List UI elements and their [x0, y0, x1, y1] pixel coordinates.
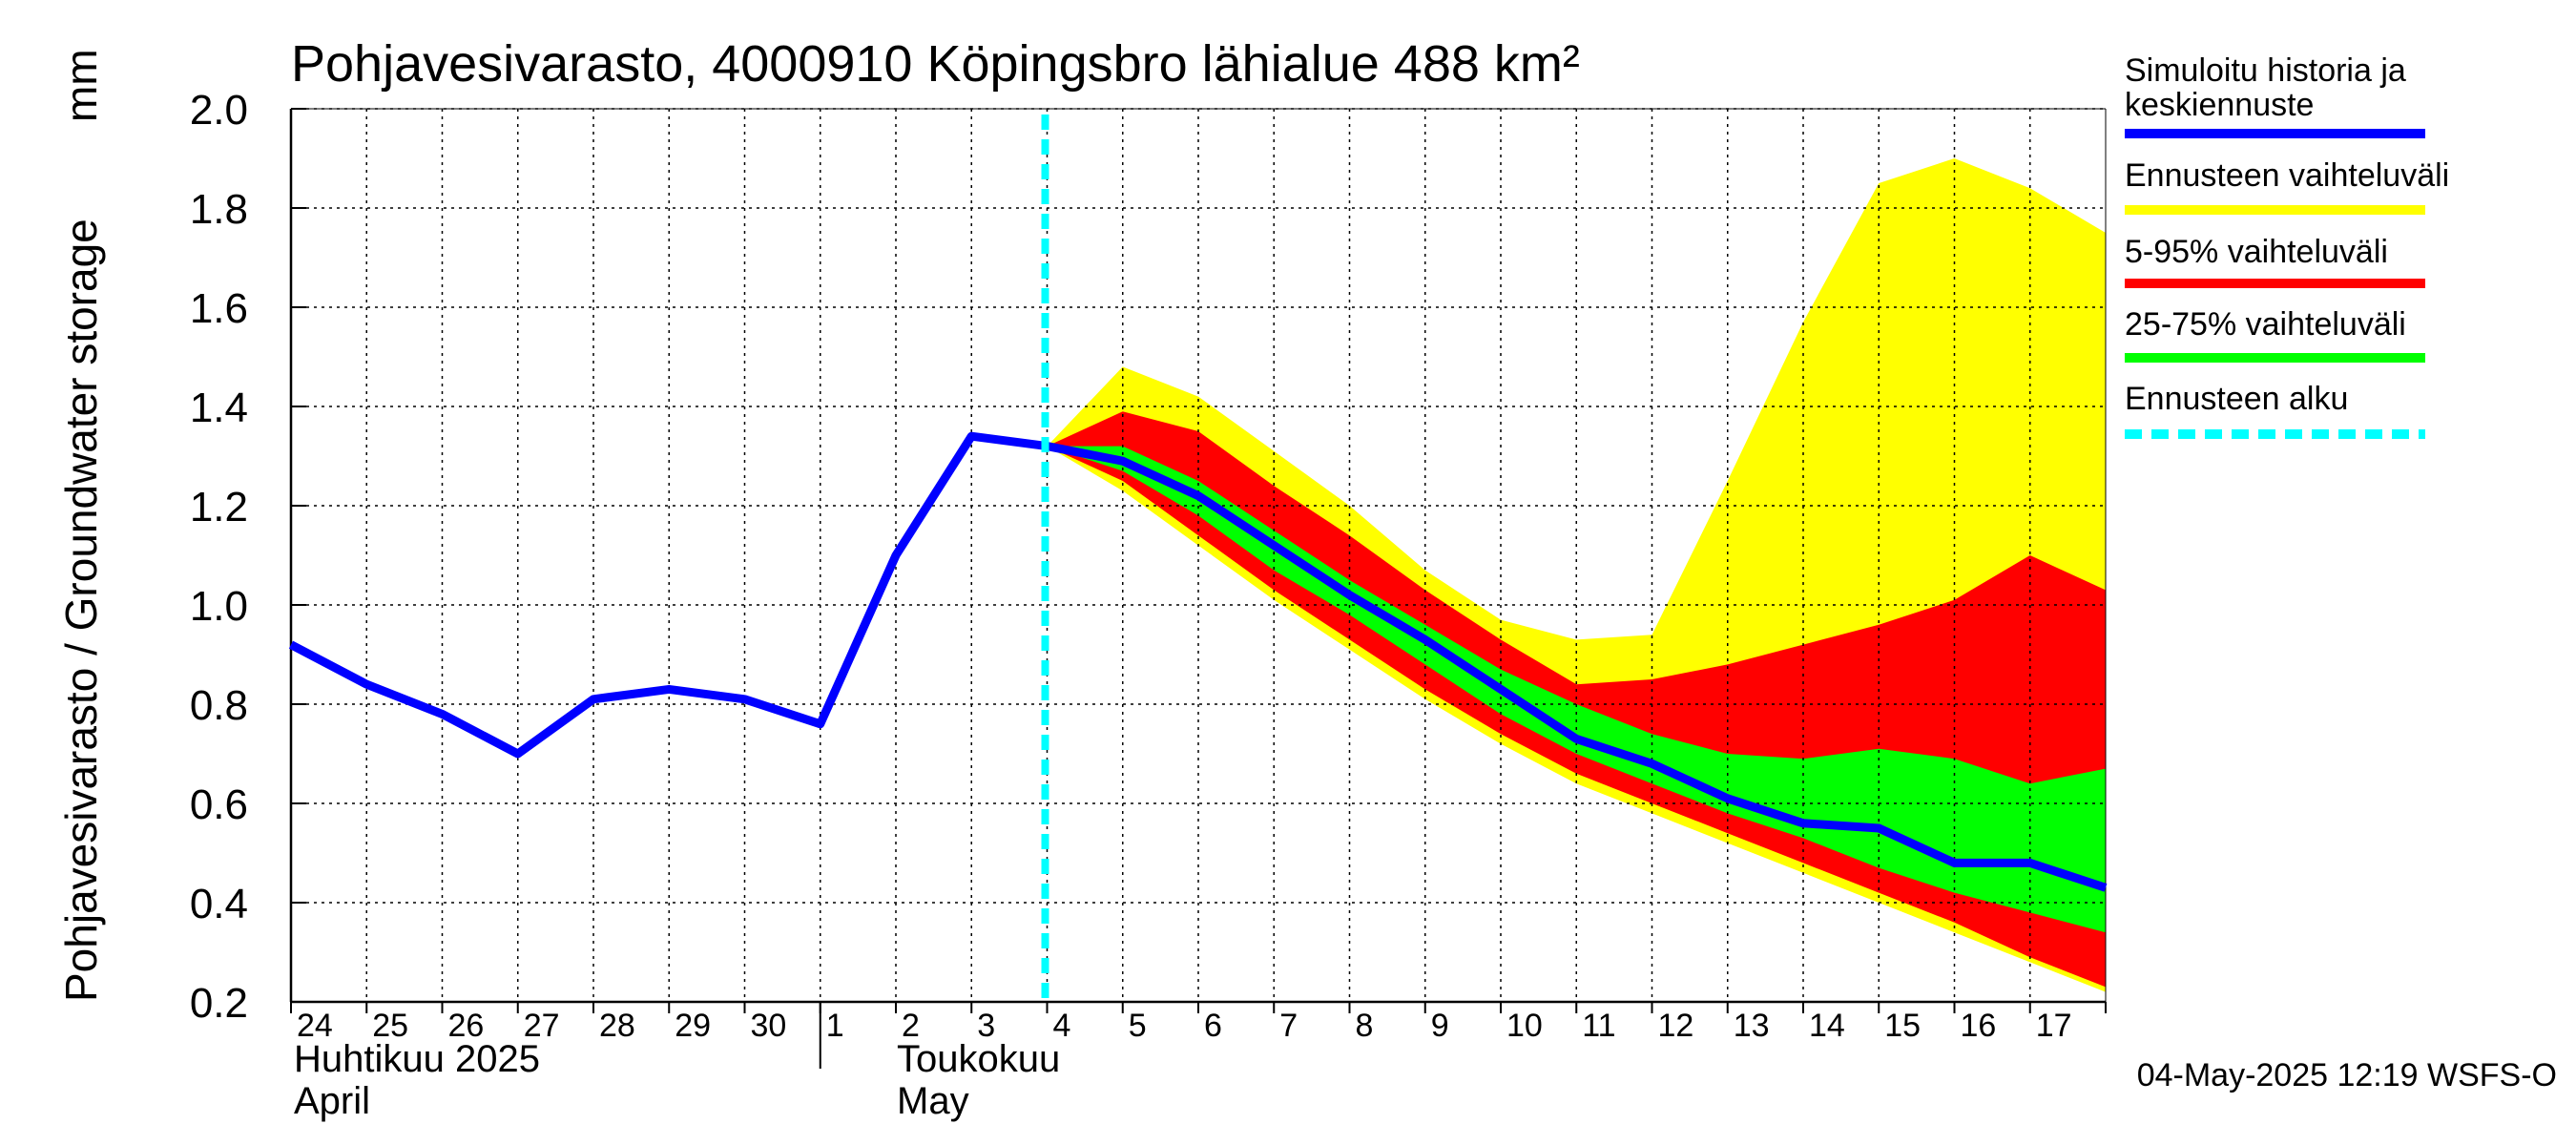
- y-tick-label-8: 1.8: [190, 186, 248, 233]
- legend-label-25-75: 25-75% vaihteluväli: [2125, 306, 2406, 343]
- month-label-april-en: April: [294, 1080, 371, 1122]
- series-line-1: [288, 431, 2108, 892]
- y-tick-label-0: 0.2: [190, 980, 248, 1027]
- x-tick-label-3: 3: [977, 1008, 995, 1044]
- y-tick-label-3: 0.8: [190, 682, 248, 729]
- y-axis-label: Pohjavesivarasto / Groundwater storage: [56, 219, 106, 1002]
- legend-label-forecast-start: Ennusteen alku: [2125, 381, 2349, 417]
- legend-swatch-forecast-start: [2125, 429, 2425, 439]
- x-tick-label-28: 28: [599, 1008, 635, 1044]
- x-tick-label-26: 26: [448, 1008, 485, 1044]
- y-tick-label-6: 1.4: [190, 385, 248, 431]
- x-tick-label-25: 25: [372, 1008, 408, 1044]
- y-tick-label-9: 2.0: [190, 87, 248, 134]
- x-tick-label-27: 27: [524, 1008, 560, 1044]
- x-tick-label-8: 8: [1356, 1008, 1374, 1044]
- legend-label-forecast-range: Ennusteen vaihteluväli: [2125, 157, 2450, 194]
- x-tick-label-13: 13: [1734, 1008, 1770, 1044]
- footer-timestamp: 04-May-2025 12:19 WSFS-O: [2136, 1057, 2557, 1093]
- y-tick-label-1: 0.4: [190, 881, 248, 927]
- month-label-may-fi: Toukokuu: [897, 1038, 1061, 1080]
- x-tick-label-30: 30: [751, 1008, 787, 1044]
- x-tick-label-4: 4: [1053, 1008, 1071, 1044]
- x-tick-label-11: 11: [1582, 1008, 1615, 1044]
- legend-label-simulated: Simuloitu historia ja keskiennuste: [2125, 52, 2406, 123]
- y-tick-label-5: 1.2: [190, 484, 248, 531]
- x-tick-label-12: 12: [1658, 1008, 1694, 1044]
- x-tick-label-29: 29: [675, 1008, 711, 1044]
- month-label-april-fi: Huhtikuu 2025: [294, 1038, 540, 1080]
- y-axis-unit: mm: [56, 49, 106, 122]
- month-label-may-en: May: [897, 1080, 969, 1122]
- legend-swatch-forecast-range: [2125, 205, 2425, 215]
- chart-title: Pohjavesivarasto, 4000910 Köpingsbro läh…: [291, 35, 1580, 93]
- x-tick-label-1: 1: [826, 1008, 844, 1044]
- x-tick-label-17: 17: [2036, 1008, 2072, 1044]
- x-tick-label-24: 24: [297, 1008, 333, 1044]
- legend-swatch-25-75: [2125, 353, 2425, 363]
- x-tick-label-14: 14: [1809, 1008, 1845, 1044]
- legend-swatch-simulated: [2125, 129, 2425, 138]
- y-tick-label-4: 1.0: [190, 583, 248, 630]
- x-tick-label-9: 9: [1431, 1008, 1449, 1044]
- y-tick-label-7: 1.6: [190, 285, 248, 332]
- legend-label-5-95: 5-95% vaihteluväli: [2125, 234, 2388, 270]
- series-lines: [288, 114, 2108, 1002]
- x-tick-label-15: 15: [1884, 1008, 1921, 1044]
- x-tick-label-6: 6: [1204, 1008, 1222, 1044]
- x-tick-label-5: 5: [1129, 1008, 1147, 1044]
- tick-labels: 0.20.40.60.81.01.21.41.61.82.024 25 26 27 28…: [190, 87, 2072, 1044]
- legend-swatch-5-95: [2125, 279, 2425, 288]
- x-tick-label-16: 16: [1961, 1008, 1997, 1044]
- x-tick-label-2: 2: [902, 1008, 920, 1044]
- y-tick-label-2: 0.6: [190, 781, 248, 828]
- x-tick-label-10: 10: [1506, 1008, 1543, 1044]
- x-tick-label-7: 7: [1279, 1008, 1298, 1044]
- axes: [289, 108, 2107, 1069]
